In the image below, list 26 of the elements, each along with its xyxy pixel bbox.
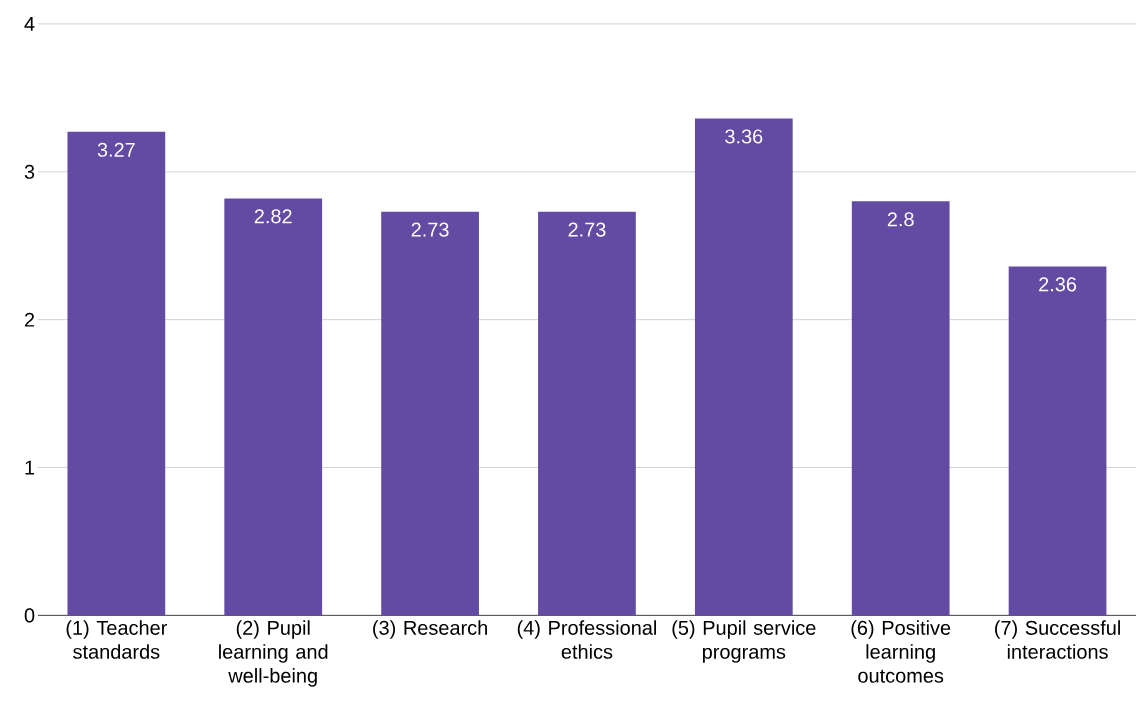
x-tick-label: (6) Positive learning outcomes <box>851 620 951 683</box>
data-label: 3.27 <box>97 142 135 157</box>
data-label: 2.73 <box>411 222 449 237</box>
y-tick-label: 3 <box>24 164 35 179</box>
bar <box>381 211 479 616</box>
x-tick-label: (7) Successful interactions <box>995 620 1120 659</box>
bar <box>851 201 950 616</box>
data-label: 2.82 <box>254 209 292 224</box>
bar <box>538 211 636 616</box>
bar <box>224 198 323 616</box>
bar <box>1008 266 1107 616</box>
data-label: 2.73 <box>568 222 606 237</box>
x-tick-label: (1) Teacher standards <box>66 620 168 659</box>
y-tick-label: 2 <box>24 312 35 327</box>
x-tick-label: (2) Pupil learning and well-being <box>219 620 328 687</box>
y-tick-label: 0 <box>24 608 35 623</box>
data-label: 2.8 <box>887 212 914 227</box>
bar <box>694 118 793 616</box>
data-label: 3.36 <box>725 129 763 144</box>
bar <box>67 131 166 616</box>
x-tick-label: (3) Research <box>373 620 487 639</box>
data-label: 2.36 <box>1039 277 1077 292</box>
y-tick-label: 1 <box>25 460 35 475</box>
x-tick-label: (4) Professional ethics <box>517 620 656 659</box>
y-tick-label: 4 <box>24 16 35 31</box>
x-tick-label: (5) Pupil service programs <box>672 620 816 663</box>
